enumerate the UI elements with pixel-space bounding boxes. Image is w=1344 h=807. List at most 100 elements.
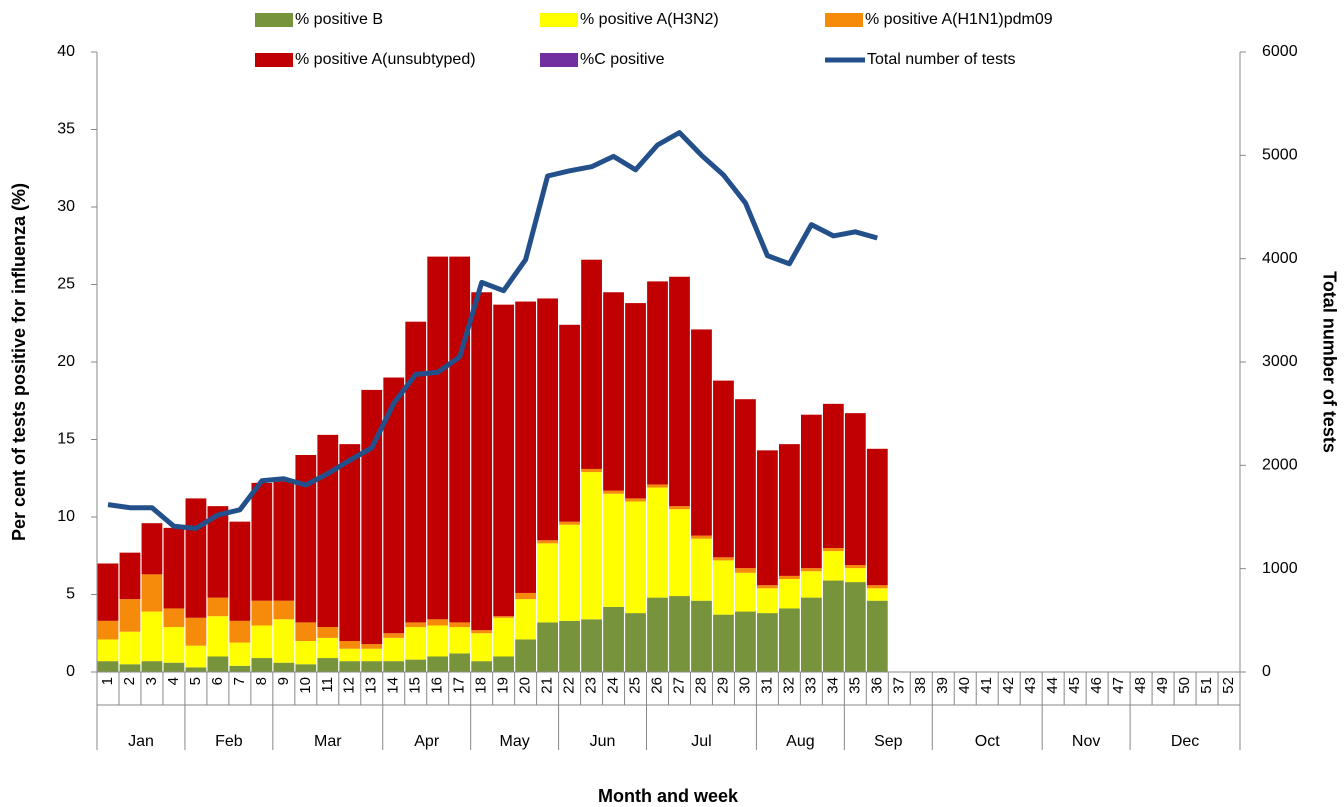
x-tick-label: 36 — [868, 677, 885, 694]
bar-segment — [207, 616, 229, 657]
bar-segment — [185, 645, 207, 668]
x-tick-label: 35 — [846, 677, 863, 694]
bar-segment — [515, 599, 537, 640]
x-tick-label: 20 — [517, 677, 534, 694]
bar-segment — [603, 490, 624, 494]
month-label: Mar — [314, 733, 342, 750]
x-tick-label: 5 — [187, 677, 204, 685]
month-label: Sep — [874, 733, 903, 750]
bar-segment — [295, 664, 317, 672]
bar-segment — [844, 565, 866, 569]
bar-segment — [361, 661, 383, 672]
bar-segment — [273, 481, 295, 601]
bar-segment — [97, 661, 119, 672]
bar-segment — [427, 656, 449, 672]
bar-segment — [493, 616, 515, 618]
bar-segment — [866, 585, 888, 589]
bar-segment — [625, 498, 646, 502]
bar-segment — [339, 648, 361, 662]
bar-segment — [822, 548, 844, 552]
bar-segment — [449, 622, 471, 628]
x-tick-label: 38 — [912, 677, 929, 694]
bar-segment — [207, 656, 229, 672]
bar-segment — [141, 661, 163, 672]
bar-segment — [449, 653, 471, 672]
x-tick-label: 43 — [1022, 677, 1039, 694]
bar-segment — [229, 642, 251, 666]
y2-tick-label: 5000 — [1262, 147, 1298, 164]
month-label: Jan — [128, 733, 154, 750]
x-tick-label: 32 — [780, 677, 797, 694]
bar-segment — [757, 613, 778, 672]
bar-segment — [735, 572, 756, 612]
bar-segment — [295, 641, 317, 665]
month-label: Jul — [691, 733, 711, 750]
bar-segment — [471, 292, 493, 631]
bar-segment — [559, 620, 580, 672]
legend-label: % positive A(H1N1)pdm09 — [865, 11, 1053, 28]
x-tick-label: 26 — [648, 677, 665, 694]
y2-tick-label: 4000 — [1262, 250, 1298, 267]
bar-segment — [581, 259, 602, 469]
bar-segment — [779, 579, 800, 609]
bar-segment — [800, 414, 822, 569]
bar-segment — [119, 599, 141, 632]
legend-label: % positive B — [295, 11, 383, 28]
bar-segment — [603, 493, 624, 607]
bar-segment — [735, 611, 756, 672]
month-label: Feb — [215, 733, 243, 750]
x-tick-label: 52 — [1220, 677, 1237, 694]
bar-segment — [625, 613, 646, 672]
x-tick-label: 31 — [758, 677, 775, 694]
bar-segment — [669, 506, 690, 510]
bar-segment — [779, 444, 800, 576]
bar-segment — [273, 662, 295, 672]
y-tick-label: 15 — [57, 431, 75, 448]
bar-segment — [822, 403, 844, 548]
bar-segment — [735, 568, 756, 573]
bar-segment — [339, 661, 361, 672]
bar-segment — [141, 523, 163, 575]
y-tick-label: 40 — [57, 43, 75, 60]
bar-segment — [97, 620, 119, 640]
bar-segment — [361, 644, 383, 649]
bar-segment — [647, 484, 668, 488]
x-tick-label: 29 — [714, 677, 731, 694]
x-tick-label: 51 — [1198, 677, 1215, 694]
x-tick-label: 49 — [1154, 677, 1171, 694]
bar-segment — [866, 588, 888, 601]
legend-swatch — [255, 13, 293, 27]
bar-segment — [625, 501, 646, 614]
x-tick-label: 12 — [341, 677, 358, 694]
bar-segment — [383, 637, 405, 662]
bar-segment — [339, 641, 361, 649]
x-tick-label: 33 — [802, 677, 819, 694]
x-tick-label: 46 — [1088, 677, 1105, 694]
bar-segment — [251, 600, 273, 626]
bar-segment — [691, 329, 712, 536]
bar-segment — [603, 606, 624, 672]
x-tick-label: 7 — [231, 677, 248, 685]
bar-segment — [691, 535, 712, 539]
bar-segment — [625, 303, 646, 499]
y-axis-title: Per cent of tests positive for influenza… — [9, 183, 29, 541]
x-tick-label: 50 — [1176, 677, 1193, 694]
bar-segment — [449, 256, 471, 623]
bar-segment — [866, 448, 888, 586]
bar-segment — [449, 627, 471, 654]
bar-segment — [493, 304, 515, 617]
bar-segment — [471, 661, 493, 672]
y2-tick-label: 3000 — [1262, 353, 1298, 370]
x-tick-label: 40 — [956, 677, 973, 694]
bar-segment — [361, 648, 383, 662]
x-tick-label: 23 — [583, 677, 600, 694]
legend-swatch — [540, 13, 578, 27]
x-tick-label: 41 — [978, 677, 995, 694]
x-tick-label: 45 — [1066, 677, 1083, 694]
bar-segment — [119, 664, 141, 672]
x-tick-label: 17 — [451, 677, 468, 694]
bar-segment — [251, 482, 273, 601]
x-tick-label: 3 — [143, 677, 160, 685]
bar-segment — [581, 619, 602, 672]
bar-segment — [163, 608, 185, 628]
